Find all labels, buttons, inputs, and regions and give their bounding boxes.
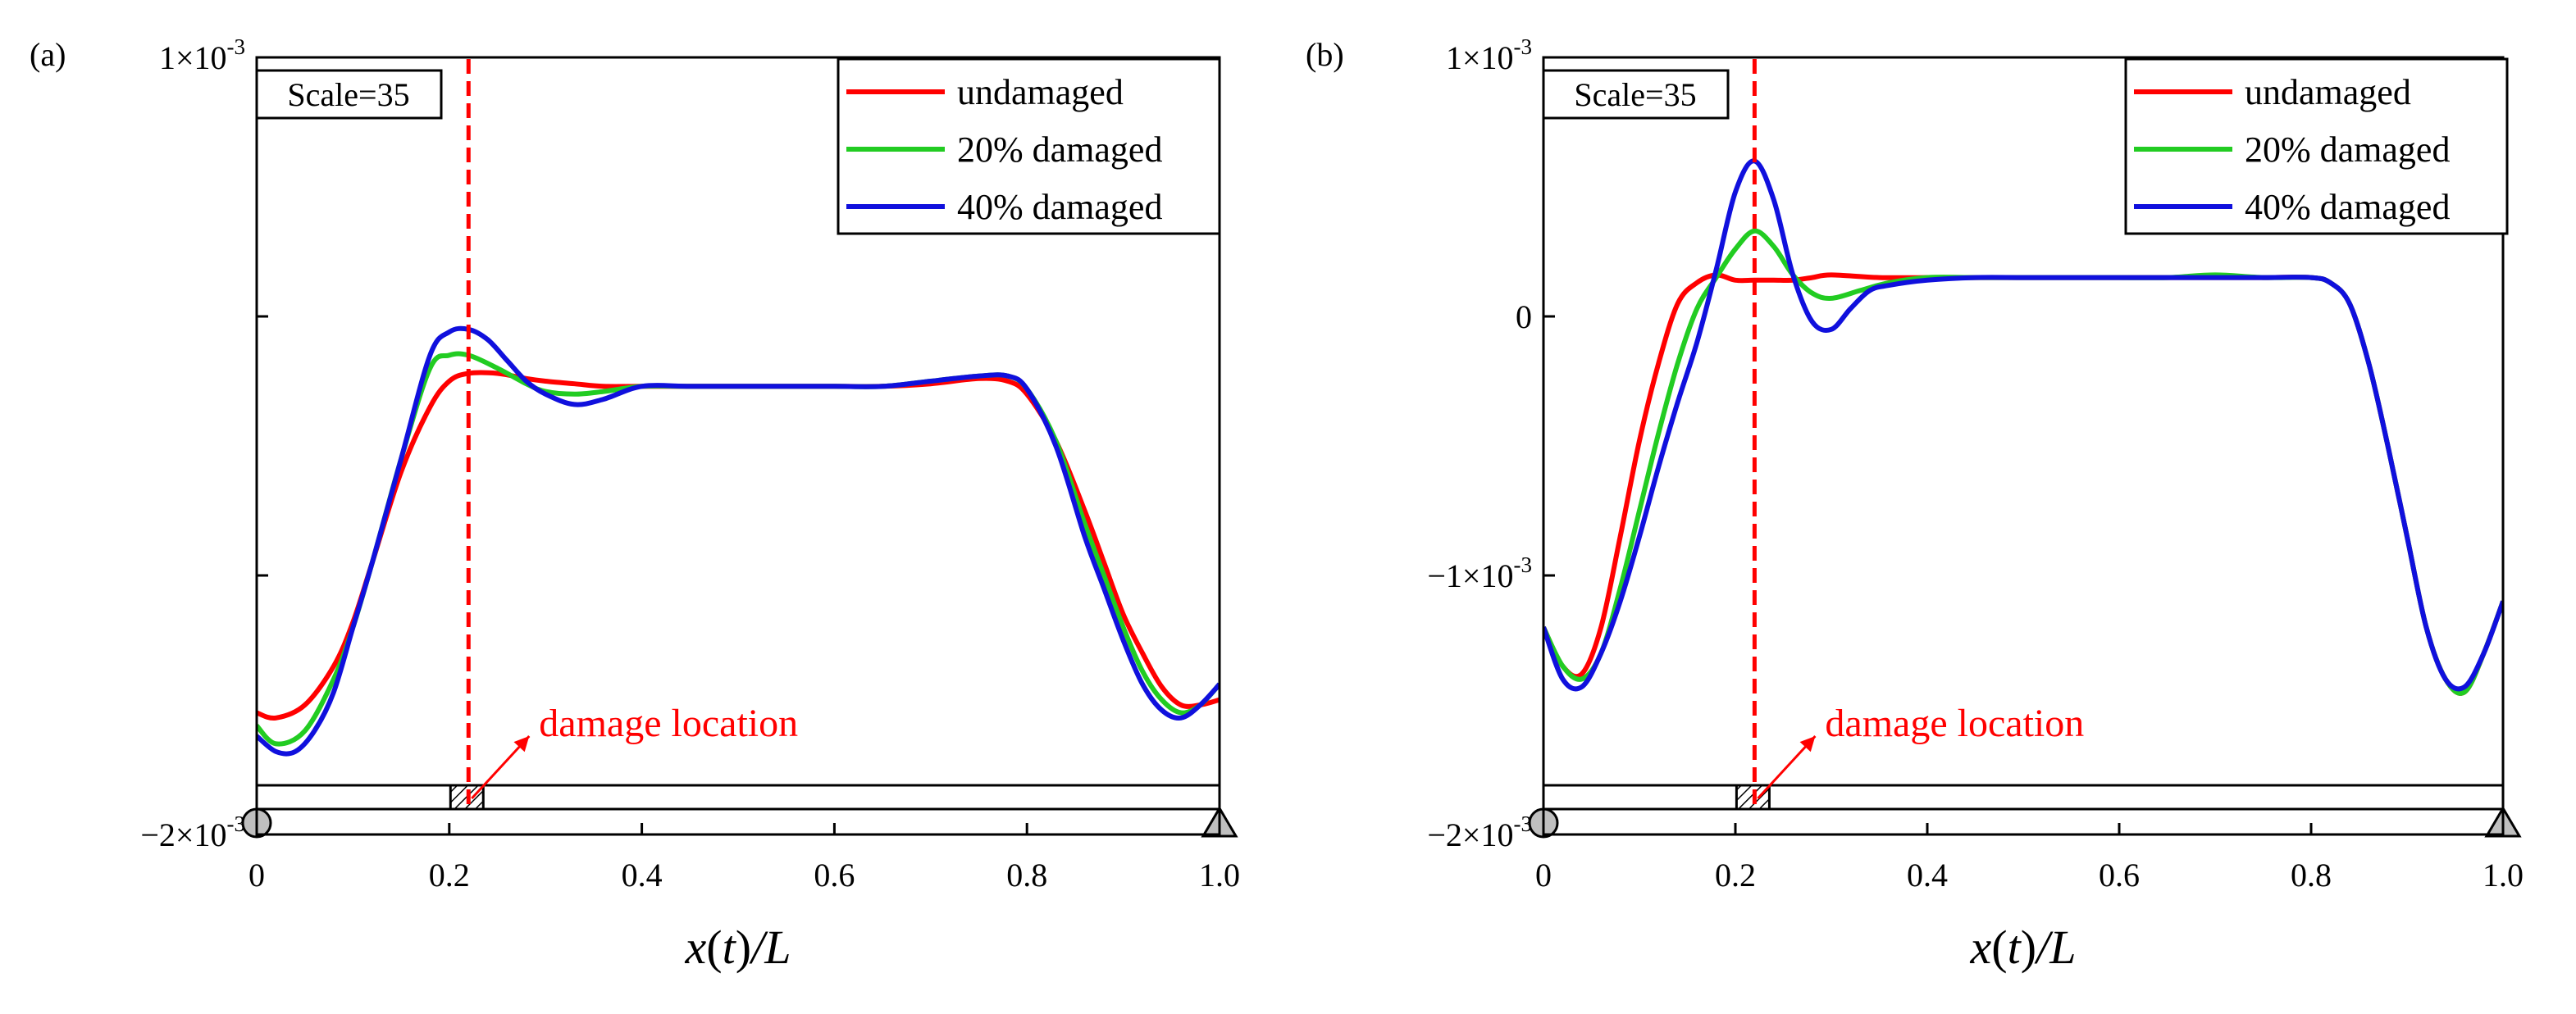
damage-label: damage location — [539, 702, 798, 745]
x-tick-label: 0.4 — [622, 857, 663, 894]
y-tick-mantissa: 0 — [1516, 298, 1532, 335]
legend-label: undamaged — [2245, 72, 2411, 112]
x-axis-title-part: ) — [2021, 921, 2036, 974]
x-tick-label: 0 — [1535, 857, 1552, 894]
legend-label: 20% damaged — [2245, 130, 2450, 170]
x-tick-label: 0.4 — [1907, 857, 1948, 894]
plot-frame — [1542, 56, 2505, 836]
x-axis-title-part: ) — [736, 921, 751, 974]
x-axis-title-part: ( — [1991, 921, 2007, 974]
legend-label: 40% damaged — [2245, 187, 2450, 227]
series-line-undamaged — [257, 370, 1220, 721]
x-tick-label: 0.2 — [1715, 857, 1756, 894]
y-tick-exponent: -3 — [1514, 812, 1533, 836]
legend-label: undamaged — [957, 72, 1124, 112]
series-line-20-damaged — [257, 351, 1220, 747]
x-tick-label: 1.0 — [2483, 857, 2524, 894]
scale-box — [1542, 69, 1730, 120]
series-group — [257, 325, 1220, 757]
y-tick-label: 1×10-3 — [1446, 34, 1532, 76]
y-tick-mantissa: −2×10 — [1427, 816, 1513, 853]
panel-label: (b) — [1306, 36, 1344, 73]
y-tick-mantissa: −2×10 — [140, 816, 226, 853]
y-tick-label: −2×10-3 — [140, 812, 245, 853]
x-axis-title-part: /L — [2034, 921, 2076, 974]
series-line-40-damaged — [1543, 158, 2503, 692]
series-line-40-damaged — [257, 325, 1220, 757]
x-axis-title-part: ( — [706, 921, 722, 974]
x-tick-label: 0.8 — [2291, 857, 2332, 894]
y-tick-label: −1×10-3 — [1427, 552, 1532, 594]
x-tick-label: 0 — [248, 857, 265, 894]
x-tick-label: 0.8 — [1006, 857, 1047, 894]
y-tick-label: 1×10-3 — [159, 34, 245, 76]
scale-label: Scale=35 — [1574, 76, 1696, 113]
plot-frame — [255, 56, 1221, 836]
x-axis-title-part: /L — [749, 921, 791, 974]
x-axis-title: x(t)/L — [1970, 921, 2077, 974]
damage-arrow-head — [513, 736, 530, 753]
y-tick-exponent: -3 — [1514, 552, 1533, 577]
y-tick-mantissa: 1×10 — [1446, 39, 1514, 76]
y-tick-exponent: -3 — [227, 34, 246, 59]
x-axis-title: x(t)/L — [685, 921, 791, 974]
x-tick-label: 0.2 — [429, 857, 470, 894]
y-tick-mantissa: −1×10 — [1427, 557, 1513, 594]
x-axis-title-part: x — [1970, 921, 1992, 974]
y-tick-label: −2×10-3 — [1427, 812, 1532, 853]
series-group — [1543, 158, 2503, 696]
y-tick-exponent: -3 — [227, 812, 246, 836]
y-tick-mantissa: 1×10 — [159, 39, 227, 76]
x-axis-title-part: t — [723, 921, 737, 974]
panel-label: (a) — [30, 36, 66, 73]
legend-label: 20% damaged — [957, 130, 1162, 170]
x-axis-title-part: x — [685, 921, 707, 974]
x-axis-title-part: t — [2008, 921, 2022, 974]
y-tick-label: 0 — [1516, 298, 1532, 335]
damage-label: damage location — [1825, 702, 2084, 745]
damage-arrow-head — [1799, 736, 1816, 753]
x-tick-label: 0.6 — [814, 857, 855, 894]
x-tick-label: 1.0 — [1199, 857, 1240, 894]
scale-label: Scale=35 — [287, 76, 409, 113]
x-tick-label: 0.6 — [2099, 857, 2140, 894]
series-line-20-damaged — [1543, 228, 2503, 696]
legend-label: 40% damaged — [957, 187, 1162, 227]
y-tick-exponent: -3 — [1514, 34, 1533, 59]
scale-box — [255, 69, 443, 120]
damaged-segment — [449, 784, 485, 811]
